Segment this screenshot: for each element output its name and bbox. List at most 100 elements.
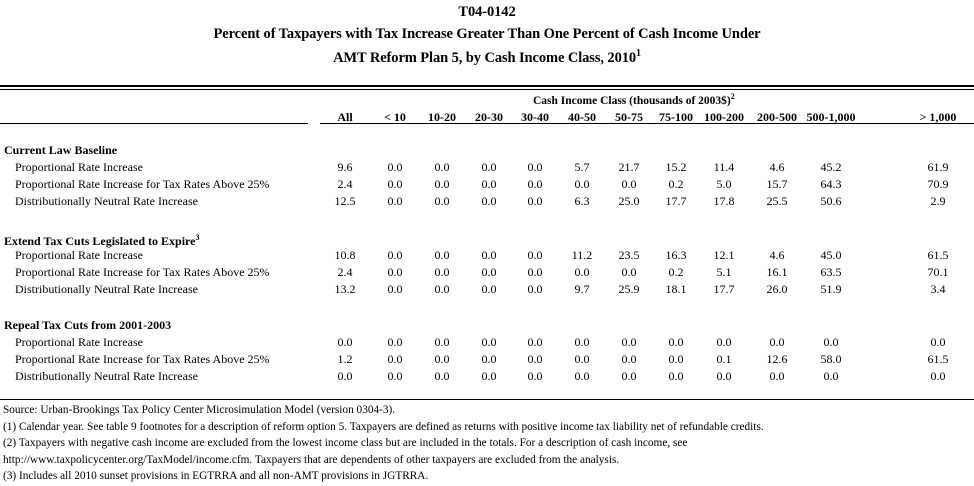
table-cell: 0.0	[387, 335, 403, 349]
table-cell: 0.0	[574, 352, 590, 366]
table-cell: 1.2	[337, 352, 353, 366]
column-header: 20-30	[475, 110, 503, 124]
table-cell: 2.4	[337, 177, 353, 191]
footnote: (3) Includes all 2010 sunset provisions …	[3, 470, 429, 482]
title-line-2-text: AMT Reform Plan 5, by Cash Income Class,…	[333, 49, 637, 66]
table-cell: 0.2	[668, 177, 684, 191]
table-cell: 70.1	[927, 265, 949, 279]
table-cell: 0.0	[823, 369, 839, 383]
title-footnote-marker: 1	[636, 48, 641, 59]
table-cell: 0.0	[387, 352, 403, 366]
table-cell: 0.0	[434, 160, 450, 174]
table-cell: 3.4	[930, 282, 946, 296]
table-id: T04-0142	[458, 4, 516, 20]
table-cell: 4.6	[769, 248, 785, 262]
table-cell: 0.0	[668, 352, 684, 366]
column-header: 200-500	[757, 110, 797, 124]
table-cell: 21.7	[618, 160, 640, 174]
table-cell: 10.8	[334, 248, 356, 262]
table-cell: 0.0	[481, 248, 497, 262]
table-cell: 0.0	[668, 335, 684, 349]
table-cell: 23.5	[618, 248, 640, 262]
bottom-rule	[0, 399, 974, 400]
footnote: http://www.taxpolicycenter.org/TaxModel/…	[3, 453, 620, 466]
table-cell: 0.2	[668, 265, 684, 279]
row-label: Proportional Rate Increase	[15, 248, 143, 262]
top-rule-thin	[0, 89, 974, 90]
table-cell: 0.0	[574, 335, 590, 349]
table-cell: 5.0	[716, 177, 732, 191]
table-cell: 0.0	[481, 369, 497, 383]
table-cell: 63.5	[820, 265, 842, 279]
table-cell: 70.9	[927, 177, 949, 191]
table-cell: 0.0	[387, 194, 403, 208]
table-cell: 2.4	[337, 265, 353, 279]
table-cell: 0.0	[527, 265, 543, 279]
table-cell: 0.0	[434, 248, 450, 262]
table-cell: 0.0	[434, 265, 450, 279]
table-cell: 12.5	[334, 194, 356, 208]
table-cell: 0.0	[574, 369, 590, 383]
table-cell: 15.7	[766, 177, 788, 191]
table-cell: 50.6	[820, 194, 842, 208]
row-label: Distributionally Neutral Rate Increase	[15, 282, 198, 296]
table-cell: 0.0	[387, 265, 403, 279]
table-cell: 0.0	[434, 369, 450, 383]
footnote: (2) Taxpayers with negative cash income …	[3, 437, 688, 449]
section-title: Current Law Baseline	[4, 143, 117, 157]
table-cell: 61.9	[927, 160, 949, 174]
table-cell: 0.0	[481, 177, 497, 191]
table-cell: 5.7	[574, 160, 590, 174]
table-cell: 11.4	[713, 160, 735, 174]
table-cell: 5.1	[716, 265, 732, 279]
row-label: Distributionally Neutral Rate Increase	[15, 194, 198, 208]
table-cell: 0.0	[621, 265, 637, 279]
column-header: 50-75	[615, 110, 643, 124]
table-cell: 64.3	[820, 177, 842, 191]
table-cell: 0.0	[481, 265, 497, 279]
table-cell: 0.0	[668, 369, 684, 383]
section-title-text: Current Law Baseline	[4, 143, 118, 157]
table-cell: 0.0	[621, 369, 637, 383]
column-header-rule	[320, 123, 974, 124]
table-cell: 0.0	[930, 369, 946, 383]
table-cell: 0.0	[621, 352, 637, 366]
section-title-text: Extend Tax Cuts Legislated to Expire	[4, 234, 196, 248]
table-cell: 0.1	[716, 352, 732, 366]
row-label: Proportional Rate Increase for Tax Rates…	[15, 177, 270, 191]
table-cell: 0.0	[527, 369, 543, 383]
table-cell: 16.3	[665, 248, 687, 262]
table-cell: 17.7	[665, 194, 687, 208]
table-cell: 2.9	[930, 194, 946, 208]
table-cell: 0.0	[527, 194, 543, 208]
table-cell: 0.0	[527, 282, 543, 296]
table-cell: 61.5	[927, 248, 949, 262]
source-note: Source: Urban-Brookings Tax Policy Cente…	[3, 404, 396, 416]
table-cell: 0.0	[769, 369, 785, 383]
table-cell: 0.0	[621, 335, 637, 349]
top-rule-thick	[0, 85, 974, 87]
table-cell: 17.7	[713, 282, 735, 296]
table-cell: 0.0	[823, 335, 839, 349]
table-cell: 45.0	[820, 248, 842, 262]
table-cell: 16.1	[766, 265, 788, 279]
table-cell: 0.0	[434, 177, 450, 191]
column-header: < 10	[384, 110, 406, 124]
table-cell: 0.0	[930, 335, 946, 349]
table-cell: 0.0	[527, 177, 543, 191]
spanner-footnote-marker: 2	[730, 92, 735, 101]
stub-header-rule	[0, 123, 308, 124]
table-cell: 4.6	[769, 160, 785, 174]
table-cell: 0.0	[387, 248, 403, 262]
row-label: Proportional Rate Increase for Tax Rates…	[15, 265, 270, 279]
table-cell: 11.2	[571, 248, 593, 262]
table-cell: 45.2	[820, 160, 842, 174]
table-cell: 0.0	[434, 194, 450, 208]
row-label: Proportional Rate Increase	[15, 160, 143, 174]
column-header: All	[337, 110, 353, 124]
column-spanner-text: Cash Income Class (thousands of 2003$)	[533, 94, 731, 107]
table-cell: 12.6	[766, 352, 788, 366]
table-cell: 0.0	[769, 335, 785, 349]
table-cell: 0.0	[387, 282, 403, 296]
section-footnote-marker: 3	[195, 233, 200, 242]
